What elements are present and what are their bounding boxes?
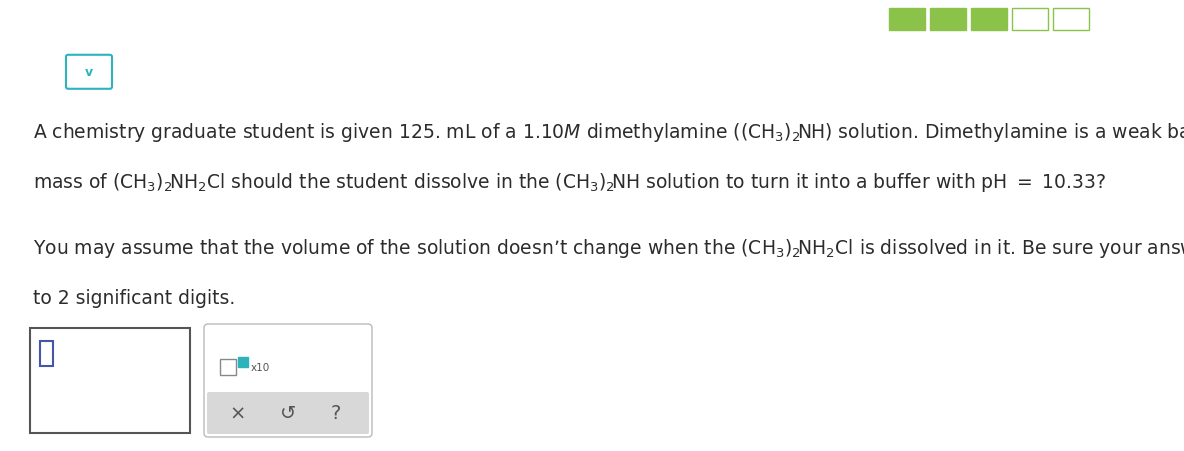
Text: You may assume that the volume of the solution doesn’t change when the $\left(\m: You may assume that the volume of the so… (33, 237, 1184, 260)
Text: v: v (85, 66, 94, 79)
Bar (220, 359, 236, 375)
Bar (889, 9, 925, 31)
Bar (30, 328, 189, 433)
Text: ?: ? (330, 404, 341, 423)
Text: A chemistry graduate student is given 125. mL of a 1.10$\mathit{M}$ dimethylamin: A chemistry graduate student is given 12… (33, 119, 1184, 144)
Bar (1053, 9, 1089, 31)
FancyBboxPatch shape (204, 324, 372, 437)
Bar (238, 357, 247, 367)
FancyBboxPatch shape (66, 55, 112, 90)
Text: mass of $\left(\mathrm{CH_3}\right)_2\!\mathrm{NH_2Cl}$ should the student disso: mass of $\left(\mathrm{CH_3}\right)_2\!\… (33, 171, 1106, 194)
Bar (929, 9, 966, 31)
Text: x10: x10 (251, 362, 270, 372)
Bar (40, 341, 53, 366)
Text: ×: × (230, 404, 246, 423)
Bar (971, 9, 1008, 31)
Text: to 2 significant digits.: to 2 significant digits. (33, 288, 236, 307)
Text: Calculating the composition of a buffer of a given pH: Calculating the composition of a buffer … (34, 12, 459, 28)
Bar (1012, 9, 1048, 31)
Text: ↺: ↺ (279, 404, 296, 423)
FancyBboxPatch shape (207, 392, 369, 434)
